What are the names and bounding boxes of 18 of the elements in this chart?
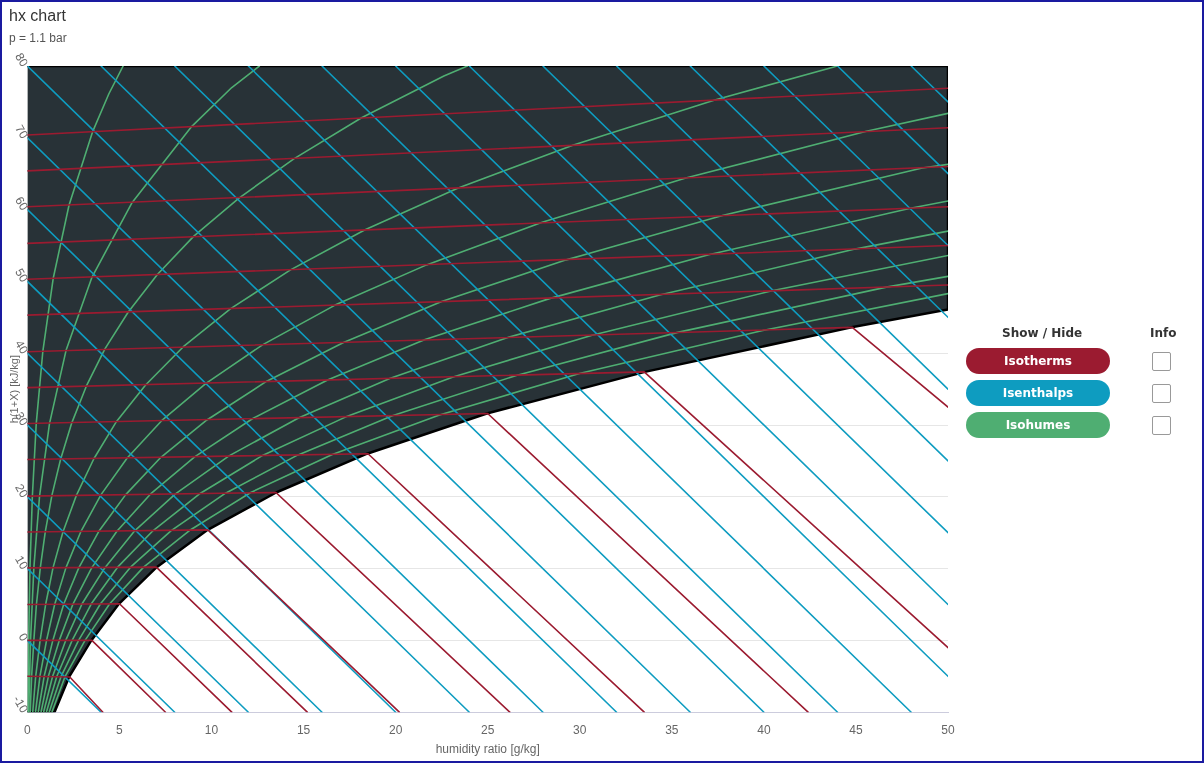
chart-title: hx chart bbox=[9, 7, 66, 25]
text: Isenthalps bbox=[966, 380, 1110, 406]
x-tick-label: 50 bbox=[941, 722, 955, 737]
x-tick-label: 40 bbox=[757, 722, 771, 737]
text: Isotherms bbox=[966, 348, 1110, 374]
x-tick-label: 30 bbox=[573, 722, 587, 737]
x-tick-label: 20 bbox=[388, 722, 403, 737]
x-tick-label: 35 bbox=[665, 722, 679, 737]
x-tick-label: 45 bbox=[849, 722, 863, 737]
text: Isohumes bbox=[966, 412, 1110, 438]
chart-subtitle: p = 1.1 bar bbox=[9, 31, 67, 45]
x-tick-label: 25 bbox=[481, 722, 495, 737]
text: Info bbox=[1150, 326, 1177, 340]
x-tick-label: 10 bbox=[204, 722, 219, 737]
legend-title: Show / Hide bbox=[1002, 326, 1083, 340]
x-axis-title: humidity ratio [g/kg] bbox=[435, 742, 540, 757]
x-tick-label: 5 bbox=[116, 722, 124, 737]
x-tick-label: 15 bbox=[296, 722, 311, 737]
